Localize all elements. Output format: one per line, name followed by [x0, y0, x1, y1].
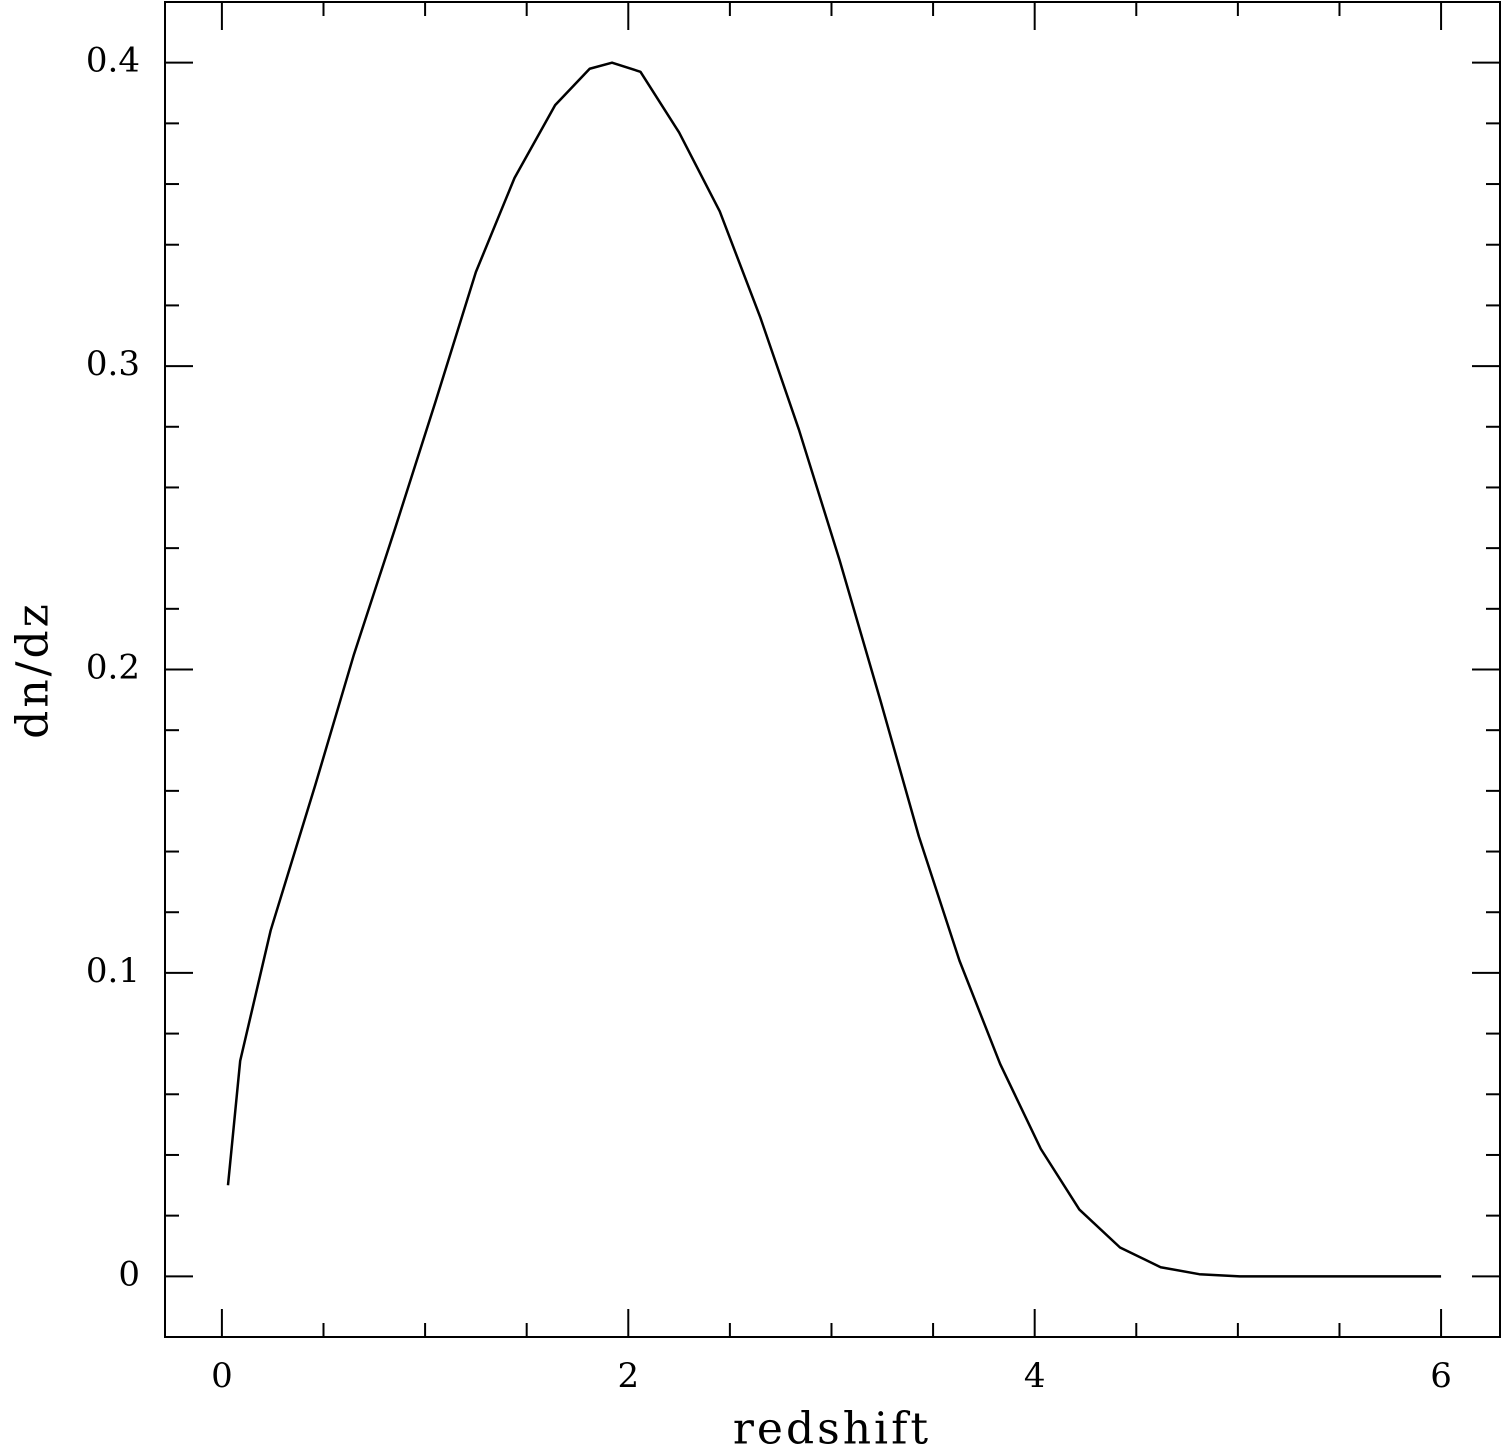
curve	[226, 61, 1442, 1278]
y-tick-label: 0	[118, 1254, 140, 1294]
x-tick-label: 0	[211, 1356, 233, 1396]
y-tick-label: 0.2	[86, 648, 140, 688]
y-tick-label: 0.1	[86, 951, 140, 991]
x-axis-title: redshift	[733, 1404, 931, 1452]
plot-frame	[164, 1, 1501, 1338]
x-tick-label: 2	[617, 1356, 639, 1396]
x-tick-label: 4	[1024, 1356, 1046, 1396]
x-tick-label: 6	[1430, 1356, 1452, 1396]
y-axis-title: dn/dz	[8, 601, 59, 739]
y-tick-label: 0.4	[86, 41, 140, 81]
y-tick-label: 0.3	[86, 344, 140, 384]
